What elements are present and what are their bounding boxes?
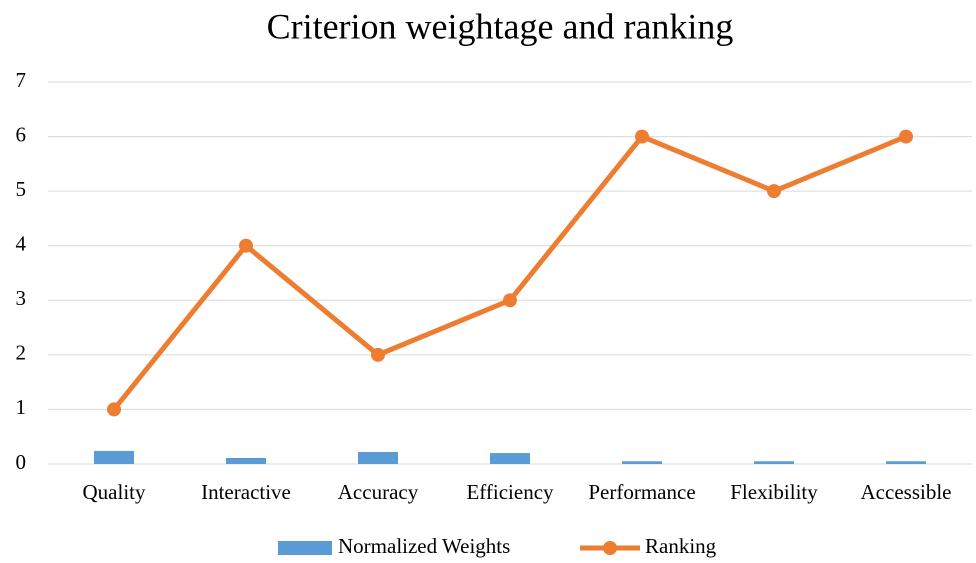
- line: [112, 134, 907, 411]
- x-tick-label: Flexibility: [730, 480, 818, 504]
- x-tick-label: Interactive: [201, 480, 291, 504]
- bar: [358, 451, 398, 464]
- y-tick-label: 6: [16, 122, 27, 146]
- marker: [107, 402, 121, 417]
- legend-swatch: [278, 541, 332, 555]
- bar: [94, 450, 134, 464]
- bar: [490, 453, 530, 464]
- chart-title: Criterion weightage and ranking: [267, 6, 734, 46]
- y-tick-label: 5: [16, 177, 27, 201]
- x-tick-label: Performance: [588, 480, 695, 504]
- marker: [635, 129, 649, 144]
- x-tick-label: Efficiency: [466, 480, 554, 504]
- y-tick-label: 7: [16, 68, 27, 92]
- y-tick-label: 0: [16, 450, 27, 474]
- marker: [899, 129, 913, 144]
- marker: [503, 293, 517, 308]
- x-tick-label: Quality: [83, 480, 146, 504]
- legend-label: Normalized Weights: [338, 534, 510, 558]
- y-tick-label: 4: [16, 232, 27, 256]
- marker: [239, 238, 253, 253]
- y-tick-label: 3: [16, 286, 27, 310]
- x-tick-label: Accessible: [861, 480, 952, 504]
- bar: [754, 461, 794, 464]
- y-tick-label: 2: [16, 341, 27, 365]
- marker: [371, 347, 385, 362]
- legend-label: Ranking: [645, 534, 717, 558]
- marker: [767, 184, 781, 199]
- x-tick-label: Accuracy: [338, 480, 419, 504]
- bar: [622, 461, 662, 464]
- bar: [886, 461, 926, 464]
- legend-swatch: [603, 541, 617, 555]
- y-tick-label: 1: [16, 395, 27, 419]
- bar: [226, 457, 266, 464]
